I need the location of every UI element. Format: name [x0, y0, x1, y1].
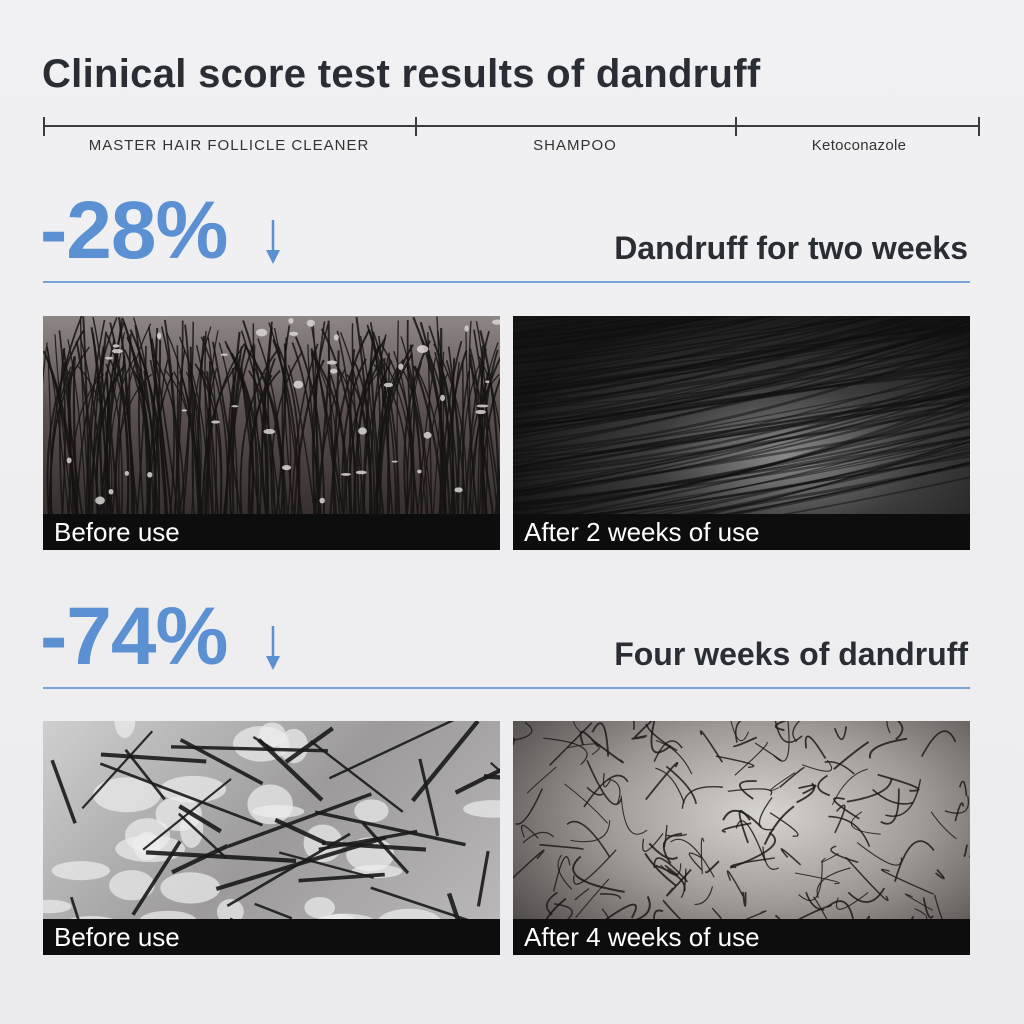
- before-photo: Before use: [43, 316, 500, 550]
- scale-label-ketoconazole: Ketoconazole: [811, 137, 907, 154]
- photo-caption: Before use: [43, 514, 500, 550]
- page-title: Clinical score test results of dandruff: [42, 52, 761, 96]
- divider: [43, 687, 970, 689]
- scale-label-shampoo: SHAMPOO: [533, 137, 617, 154]
- section-heading: Dandruff for two weeks: [614, 230, 968, 266]
- reduction-percent: -28%: [40, 185, 228, 276]
- section-heading: Four weeks of dandruff: [614, 636, 968, 672]
- divider: [43, 281, 970, 283]
- hair-image: [513, 316, 970, 550]
- scale-line: [44, 125, 980, 127]
- scale-tick: [415, 117, 417, 136]
- scale-tick: [978, 117, 980, 136]
- reduction-percent: -74%: [40, 591, 228, 682]
- photo-caption: After 4 weeks of use: [513, 919, 970, 955]
- photo-caption: Before use: [43, 919, 500, 955]
- after-photo: After 4 weeks of use: [513, 721, 970, 955]
- scale-tick: [735, 117, 737, 136]
- after-photo: After 2 weeks of use: [513, 316, 970, 550]
- photo-caption: After 2 weeks of use: [513, 514, 970, 550]
- scale-tick: [43, 117, 45, 136]
- arrow-down-icon: [266, 220, 280, 264]
- before-photo: Before use: [43, 721, 500, 955]
- scale-label-master-cleaner: MASTER HAIR FOLLICLE CLEANER: [88, 137, 370, 154]
- arrow-down-icon: [266, 626, 280, 670]
